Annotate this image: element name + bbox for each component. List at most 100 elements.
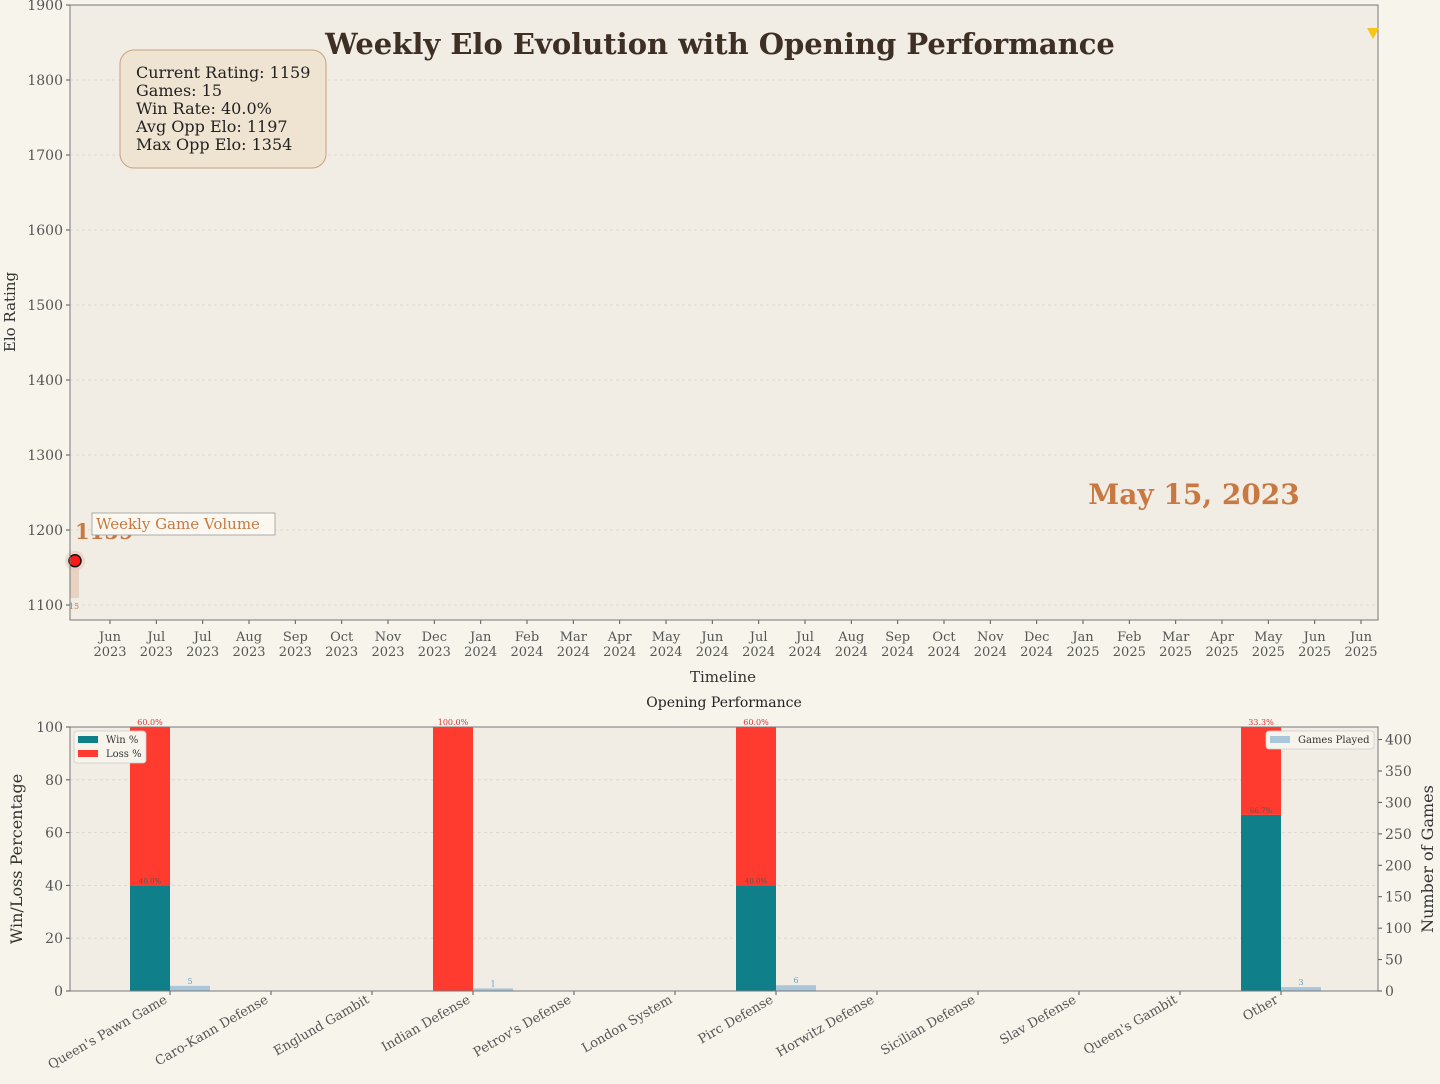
opening-y2-tick-label: 300 [1385, 795, 1412, 811]
elo-x-tick-month: Feb [515, 630, 539, 645]
elo-x-tick-month: Jun [1348, 630, 1373, 645]
win-bar [736, 885, 776, 991]
games-bar [776, 985, 816, 991]
opening-y2-tick-label: 0 [1385, 984, 1394, 1000]
elo-x-tick-year: 2023 [140, 645, 173, 660]
stat-current-rating: Current Rating: 1159 [136, 63, 310, 82]
elo-x-tick-month: Sep [283, 630, 308, 645]
stat-games: Games: 15 [136, 81, 222, 100]
elo-x-tick-year: 2024 [835, 645, 868, 660]
opening-y2-tick-label: 150 [1385, 890, 1412, 906]
opening-x-tick-label: London System [579, 992, 675, 1056]
opening-y-tick-label: 100 [36, 720, 63, 736]
elo-x-tick-month: Oct [330, 630, 354, 645]
elo-x-tick-month: Jun [1302, 630, 1327, 645]
elo-x-axis-label: Timeline [690, 668, 756, 686]
elo-x-tick-year: 2024 [603, 645, 636, 660]
elo-point [68, 554, 82, 568]
games-bar [1281, 987, 1321, 991]
opening-y-axis-label: Win/Loss Percentage [7, 774, 26, 944]
games-bar-label: 6 [793, 976, 798, 985]
elo-y-tick-label: 1800 [27, 73, 63, 89]
elo-x-tick-month: Jan [1070, 630, 1094, 645]
elo-x-tick-month: Apr [1209, 630, 1235, 645]
elo-x-tick-month: Dec [422, 630, 447, 645]
legend-loss-swatch [78, 750, 98, 757]
legend-left: Win % Loss % [73, 730, 147, 764]
games-bar-label: 1 [490, 979, 495, 988]
opening-x-tick-label: Horwitz Defense [774, 992, 877, 1060]
opening-y-tick-label: 80 [45, 773, 63, 789]
win-bar-label: 66.7% [1250, 807, 1273, 815]
elo-x-tick-month: May [652, 630, 681, 645]
elo-chart: 1100 1200 1300 1400 1500 1600 1700 1800 1900 Jun… [1, 0, 1379, 686]
loss-bar [736, 727, 776, 886]
opening-y-axis: 0 20 40 60 80 100 [36, 720, 70, 1000]
elo-x-tick-year: 2025 [1113, 645, 1146, 660]
opening-y2-tick-label: 200 [1385, 858, 1412, 874]
legend-win-swatch [78, 736, 98, 743]
elo-y-tick-label: 1900 [27, 0, 63, 14]
elo-x-tick-year: 2024 [649, 645, 682, 660]
elo-x-tick-year: 2023 [186, 645, 219, 660]
opening-chart: 40.0% 60.0% 5 100.0% 1 40.0% 60.0% 6 66.7% 33.3% 3… [7, 695, 1437, 1073]
loss-bar-label: 60.0% [137, 718, 163, 727]
elo-y-tick-label: 1300 [27, 448, 63, 464]
elo-x-tick-year: 2024 [927, 645, 960, 660]
volume-bar-label: 15 [69, 602, 79, 611]
elo-x-tick-month: May [1254, 630, 1283, 645]
elo-x-tick-year: 2024 [974, 645, 1007, 660]
legend-right: Games Played [1265, 730, 1375, 750]
opening-plot-area [70, 727, 1378, 991]
elo-x-tick-year: 2024 [881, 645, 914, 660]
elo-x-tick-year: 2023 [93, 645, 126, 660]
elo-x-tick-month: Mar [1162, 630, 1190, 645]
elo-x-tick-month: Jan [468, 630, 492, 645]
elo-x-tick-month: Nov [375, 630, 402, 645]
elo-x-tick-month: Jul [192, 630, 212, 645]
elo-x-axis: Jun2023Jul2023Jul2023Aug2023Sep2023Oct20… [93, 620, 1378, 660]
opening-chart-title: Opening Performance [646, 695, 801, 711]
games-bar [473, 988, 513, 991]
opening-x-tick-label: Pirc Defense [696, 992, 776, 1047]
volume-label-frame [91, 512, 276, 536]
legend-right-frame [1265, 730, 1375, 750]
elo-x-tick-year: 2024 [464, 645, 497, 660]
elo-y-tick-label: 1400 [27, 373, 63, 389]
elo-y-tick-label: 1200 [27, 523, 63, 539]
stat-win-rate: Win Rate: 40.0% [136, 99, 272, 118]
elo-x-tick-year: 2025 [1066, 645, 1099, 660]
elo-x-tick-month: Apr [607, 630, 633, 645]
legend-games-label: Games Played [1298, 735, 1370, 746]
opening-x-tick-label: Indian Defense [379, 992, 473, 1055]
elo-plot-frame [69, 4, 1379, 621]
opening-bars: 40.0% 60.0% 5 100.0% 1 40.0% 60.0% 6 66.7% 33.3% 3 [130, 718, 1321, 991]
opening-y2-tick-label: 350 [1385, 764, 1412, 780]
opening-y2-tick-label: 400 [1385, 733, 1412, 749]
opening-x-tick-label: Petrov's Defense [471, 992, 574, 1060]
elo-x-tick-year: 2025 [1159, 645, 1192, 660]
elo-y-tick-label: 1700 [27, 148, 63, 164]
games-bar-label: 3 [1298, 978, 1303, 987]
elo-x-tick-month: Feb [1117, 630, 1141, 645]
opening-y-tick-label: 40 [45, 878, 63, 894]
elo-x-tick-month: Aug [235, 630, 262, 645]
games-bar-label: 5 [187, 977, 192, 986]
loss-bar [433, 727, 473, 991]
elo-x-tick-year: 2024 [788, 645, 821, 660]
opening-plot-frame [69, 726, 1379, 992]
games-bar [170, 985, 210, 991]
up-marker-icon [1367, 28, 1379, 39]
elo-x-tick-year: 2024 [742, 645, 775, 660]
win-bar [130, 885, 170, 991]
elo-x-tick-year: 2023 [418, 645, 451, 660]
volume-label: Weekly Game Volume [96, 515, 260, 533]
elo-x-tick-year: 2023 [279, 645, 312, 660]
elo-x-tick-month: Sep [885, 630, 910, 645]
date-label: May 15, 2023 [1088, 478, 1300, 511]
opening-y2-tick-label: 100 [1385, 921, 1412, 937]
loss-bar-label: 60.0% [743, 718, 769, 727]
loss-bar-label: 33.3% [1248, 718, 1274, 727]
elo-x-tick-month: Jul [794, 630, 814, 645]
